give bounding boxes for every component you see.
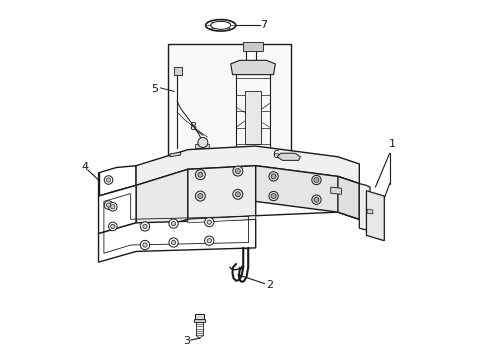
Polygon shape [188,166,256,219]
Circle shape [143,243,147,247]
Polygon shape [188,216,256,223]
Text: 5: 5 [151,84,158,94]
Circle shape [106,203,111,207]
Circle shape [205,236,214,246]
Polygon shape [170,152,181,157]
Polygon shape [136,169,188,235]
Circle shape [198,172,203,177]
Polygon shape [98,185,136,234]
Circle shape [104,176,113,184]
Polygon shape [174,67,182,75]
Circle shape [198,138,208,148]
Circle shape [271,194,276,199]
Circle shape [235,192,241,197]
Polygon shape [245,91,261,144]
FancyBboxPatch shape [168,44,292,164]
Circle shape [140,240,149,249]
Polygon shape [98,166,136,196]
Circle shape [207,220,211,224]
Text: 6: 6 [272,150,280,159]
Circle shape [169,219,178,228]
Text: 7: 7 [260,19,267,30]
Circle shape [207,239,211,243]
Polygon shape [367,191,384,241]
Circle shape [235,168,241,174]
Circle shape [233,189,243,199]
Circle shape [109,222,117,231]
Circle shape [172,240,176,245]
Circle shape [269,192,278,201]
Polygon shape [136,146,359,185]
Text: 2: 2 [266,280,273,290]
Circle shape [269,172,278,181]
Circle shape [109,203,117,211]
Polygon shape [256,166,359,219]
Polygon shape [338,176,359,219]
Text: 1: 1 [389,139,396,149]
Circle shape [169,238,178,247]
Circle shape [198,194,203,199]
Circle shape [140,222,149,231]
Circle shape [172,221,176,226]
Text: 3: 3 [184,336,191,346]
Circle shape [314,197,319,202]
Circle shape [233,166,243,176]
Polygon shape [359,184,370,230]
Circle shape [196,170,205,180]
Circle shape [111,204,115,209]
Polygon shape [194,319,205,322]
Circle shape [111,224,115,229]
Circle shape [314,177,319,183]
Polygon shape [98,219,256,262]
Circle shape [196,191,205,201]
Polygon shape [277,153,300,160]
Circle shape [312,195,321,204]
Polygon shape [367,209,373,214]
Text: 8: 8 [189,122,196,132]
Text: 4: 4 [81,162,89,172]
Circle shape [104,201,113,209]
Polygon shape [331,187,342,194]
Polygon shape [231,60,275,75]
Circle shape [143,224,147,229]
Circle shape [205,217,214,227]
Polygon shape [195,144,209,148]
Circle shape [271,174,276,179]
Circle shape [106,178,111,182]
Circle shape [312,175,321,185]
Polygon shape [195,314,204,319]
Polygon shape [243,42,263,51]
